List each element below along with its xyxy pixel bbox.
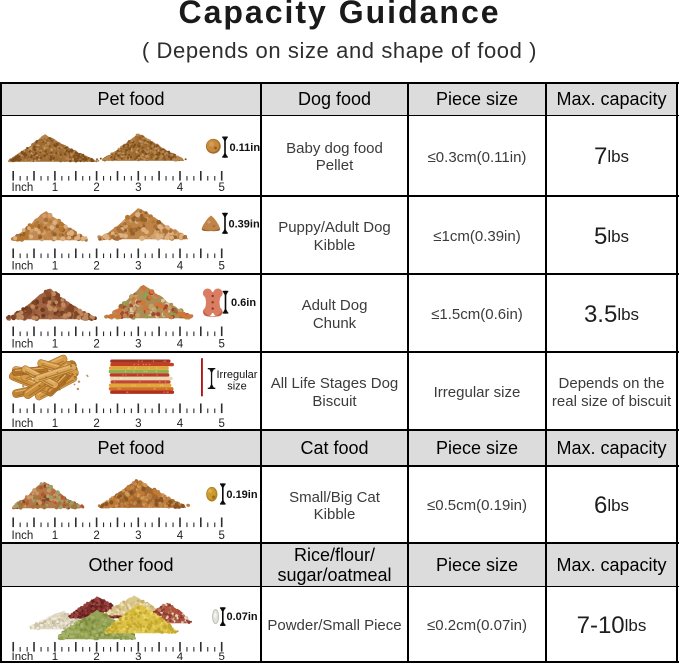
svg-text:2: 2 <box>93 261 99 273</box>
svg-text:1: 1 <box>52 261 58 273</box>
svg-text:0.39in: 0.39in <box>229 219 260 231</box>
svg-text:Inch: Inch <box>12 261 34 273</box>
svg-text:1: 1 <box>52 418 58 430</box>
svg-text:2: 2 <box>93 418 99 430</box>
svg-text:2: 2 <box>93 530 99 542</box>
svg-text:Inch: Inch <box>12 418 34 430</box>
svg-text:Inch: Inch <box>12 182 34 194</box>
svg-text:5: 5 <box>218 418 224 430</box>
svg-text:1: 1 <box>52 339 58 351</box>
svg-text:5: 5 <box>218 261 224 273</box>
svg-text:Inch: Inch <box>12 530 34 542</box>
svg-text:Irregular: Irregular <box>217 369 258 381</box>
svg-text:4: 4 <box>177 418 184 430</box>
svg-text:1: 1 <box>52 650 58 662</box>
svg-text:3: 3 <box>135 339 141 351</box>
svg-text:3: 3 <box>135 418 141 430</box>
svg-text:0.19in: 0.19in <box>226 489 257 501</box>
svg-text:5: 5 <box>218 650 224 662</box>
svg-text:4: 4 <box>177 530 184 542</box>
svg-text:0.6in: 0.6in <box>231 297 256 309</box>
svg-text:5: 5 <box>218 182 224 194</box>
svg-text:3: 3 <box>135 530 141 542</box>
svg-text:Inch: Inch <box>12 339 34 351</box>
svg-text:4: 4 <box>177 182 184 194</box>
svg-text:2: 2 <box>93 339 99 351</box>
svg-text:5: 5 <box>218 339 224 351</box>
svg-text:3: 3 <box>135 261 141 273</box>
svg-text:2: 2 <box>93 182 99 194</box>
svg-text:0.11in: 0.11in <box>230 142 261 154</box>
svg-text:4: 4 <box>177 261 184 273</box>
svg-text:1: 1 <box>52 530 58 542</box>
svg-text:0.07in: 0.07in <box>226 611 257 623</box>
svg-text:2: 2 <box>93 650 99 662</box>
svg-text:1: 1 <box>52 182 58 194</box>
svg-text:size: size <box>227 381 247 393</box>
svg-text:3: 3 <box>135 182 141 194</box>
svg-text:3: 3 <box>135 650 141 662</box>
svg-text:4: 4 <box>177 650 184 662</box>
svg-text:4: 4 <box>177 339 184 351</box>
svg-text:Inch: Inch <box>12 650 34 662</box>
svg-text:5: 5 <box>218 530 224 542</box>
